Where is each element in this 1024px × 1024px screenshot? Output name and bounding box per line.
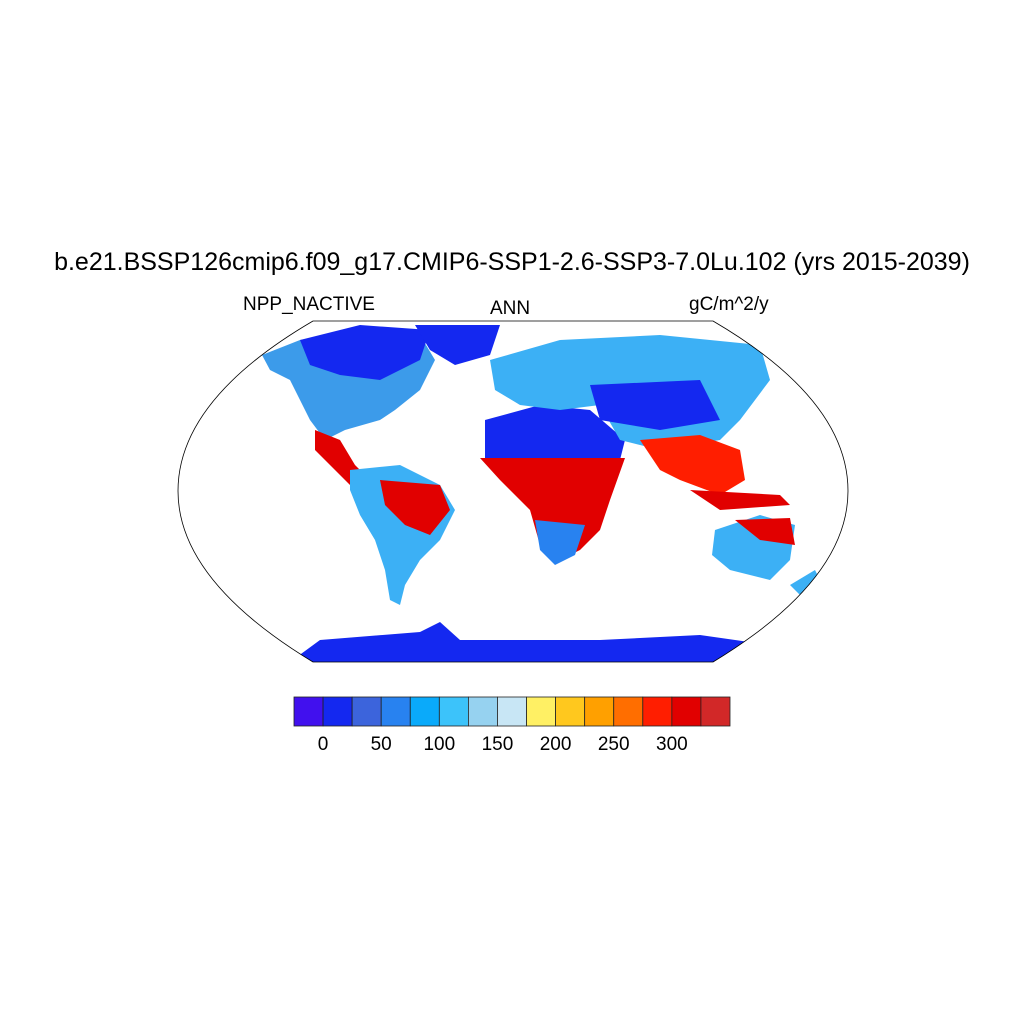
colorbar-tick-label: 300 <box>656 734 688 755</box>
land-field <box>262 325 820 662</box>
colorbar-box <box>671 696 702 727</box>
colorbar-tick-label: 50 <box>370 734 392 755</box>
amazon <box>380 480 450 535</box>
colorbar-box <box>584 696 615 727</box>
plot-title: b.e21.BSSP126cmip6.f09_g17.CMIP6-SSP1-2.… <box>54 248 970 276</box>
maritime-continent <box>690 490 790 510</box>
season-label: ANN <box>490 298 531 319</box>
colorbar-tick-label: 200 <box>539 734 572 755</box>
colorbar-box <box>380 696 411 727</box>
colorbar-box <box>409 696 440 727</box>
colorbar-box <box>322 696 353 727</box>
sahara <box>485 405 625 460</box>
australia-north <box>735 518 795 545</box>
map-border <box>177 320 849 663</box>
colorbar-tick-label: 150 <box>481 734 514 755</box>
colorbar <box>293 696 731 727</box>
colorbar-box <box>467 696 498 727</box>
africa-south <box>535 520 585 565</box>
colorbar-box <box>642 696 673 727</box>
colorbar-tick-label: 100 <box>423 734 456 755</box>
colorbar-box <box>526 696 556 727</box>
south-asia <box>640 435 745 495</box>
colorbar-box <box>700 696 731 727</box>
colorbar-box <box>497 696 527 727</box>
new-zealand <box>790 570 820 595</box>
central-asia <box>590 380 720 430</box>
variable-name: NPP_NACTIVE <box>243 294 375 315</box>
north-america-north <box>300 325 430 380</box>
colorbar-box <box>438 696 469 727</box>
colorbar-tick-label: 250 <box>597 734 630 755</box>
antarctica <box>290 622 770 662</box>
colorbar-tick-label: 0 <box>317 734 329 755</box>
colorbar-box <box>293 696 324 727</box>
colorbar-box <box>555 696 586 727</box>
africa-tropics <box>480 458 625 560</box>
greenland <box>415 325 500 365</box>
colorbar-box <box>613 696 644 727</box>
colorbar-box <box>351 696 382 727</box>
units-label: gC/m^2/y <box>689 294 769 315</box>
